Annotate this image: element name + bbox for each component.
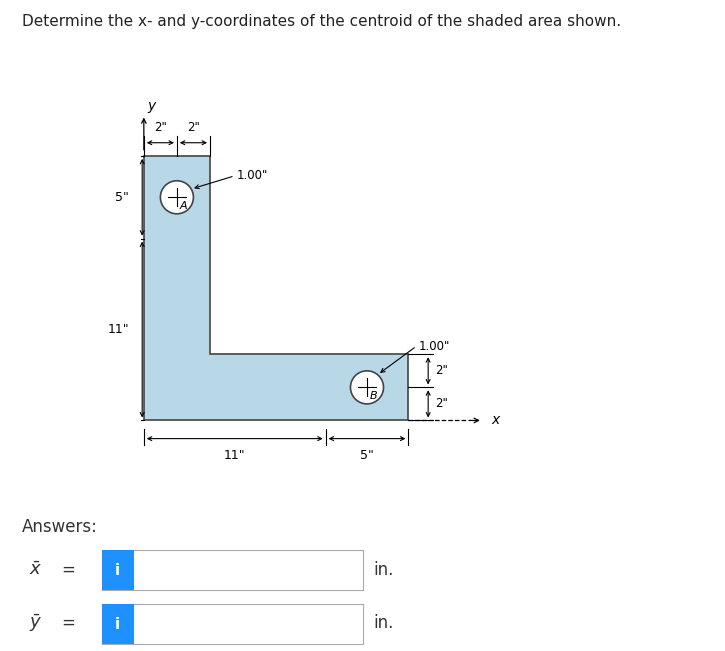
Text: 11": 11" xyxy=(224,449,246,462)
Text: $\bar{y}$: $\bar{y}$ xyxy=(29,612,42,634)
Text: i: i xyxy=(115,562,120,578)
Text: 1.00": 1.00" xyxy=(236,169,268,182)
Text: Answers:: Answers: xyxy=(22,518,98,536)
Text: 5": 5" xyxy=(115,191,129,204)
Circle shape xyxy=(350,371,384,404)
Text: 11": 11" xyxy=(107,323,129,336)
Text: 2": 2" xyxy=(154,122,167,135)
Text: =: = xyxy=(62,561,75,579)
Text: A: A xyxy=(179,201,187,210)
Text: B: B xyxy=(370,391,377,400)
Text: i: i xyxy=(115,616,120,632)
Text: y: y xyxy=(147,100,155,113)
Text: 5": 5" xyxy=(360,449,374,462)
Circle shape xyxy=(160,181,194,214)
Text: 1.00": 1.00" xyxy=(418,340,450,353)
Text: 2": 2" xyxy=(435,397,447,410)
Text: Determine the x- and y-coordinates of the centroid of the shaded area shown.: Determine the x- and y-coordinates of th… xyxy=(22,14,621,29)
Text: 2": 2" xyxy=(187,122,200,135)
Polygon shape xyxy=(144,156,408,421)
Text: $\bar{x}$: $\bar{x}$ xyxy=(29,561,42,579)
Text: =: = xyxy=(62,614,75,632)
Text: in.: in. xyxy=(373,614,394,632)
Text: 2": 2" xyxy=(435,365,447,378)
Text: x: x xyxy=(491,413,500,428)
Text: in.: in. xyxy=(373,561,394,579)
